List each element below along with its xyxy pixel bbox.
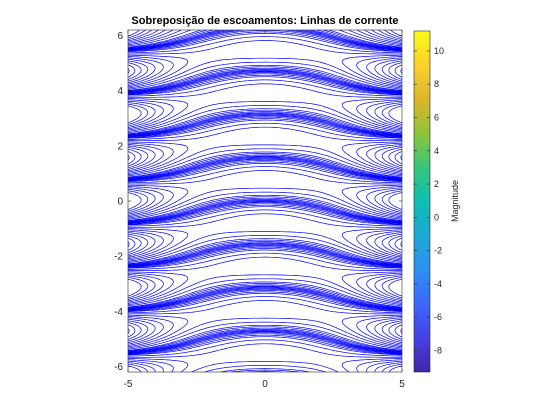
contour-line <box>128 36 402 350</box>
y-tick-label: -6 <box>114 362 123 373</box>
contour-line <box>128 64 402 338</box>
x-tick-label: 5 <box>399 379 405 390</box>
contour-line <box>128 54 402 348</box>
colorbar-tick-label: -2 <box>434 246 442 256</box>
x-tick-label: -5 <box>124 379 133 390</box>
y-tick-label: 6 <box>117 31 123 42</box>
contour-line <box>128 31 402 352</box>
contour-line <box>128 30 402 372</box>
y-tick-label: 0 <box>117 197 123 208</box>
contour-line <box>128 58 402 344</box>
contour-line <box>128 30 402 372</box>
colorbar-tick-label: -6 <box>434 312 442 322</box>
colorbar-frame <box>413 30 431 373</box>
contour-line <box>128 40 402 349</box>
colorbar-ticks: 10 8 6 4 2 0 -2 -4 -6 -8 <box>414 46 444 355</box>
y-tick-label: -2 <box>114 252 123 263</box>
colorbar-tick-label: 6 <box>434 112 439 122</box>
chart-title: Sobreposição de escoamentos: Linhas de c… <box>131 15 398 27</box>
contour-line <box>128 33 402 351</box>
y-tick-label: -4 <box>114 307 123 318</box>
colorbar-tick-label: 2 <box>434 179 439 189</box>
contour-line <box>128 57 402 345</box>
colorbar-label: Magnitude <box>450 180 460 222</box>
colorbar-tick-label: -8 <box>434 345 442 355</box>
y-axis: 6 4 2 0 -2 -4 -6 <box>114 31 402 373</box>
colorbar: 10 8 6 4 2 0 -2 -4 -6 -8 Magnitude <box>413 30 460 373</box>
y-tick-label: 4 <box>117 86 123 97</box>
colorbar-tick-label: 10 <box>434 46 444 56</box>
colorbar-tick-label: -4 <box>434 279 442 289</box>
colorbar-tick-label: 8 <box>434 79 439 89</box>
x-axis: -5 0 5 <box>124 30 405 390</box>
contour-line <box>128 30 402 372</box>
contour-line <box>128 56 402 346</box>
contour-line <box>128 30 402 354</box>
colorbar-tick-label: 4 <box>434 146 439 156</box>
y-tick-label: 2 <box>117 141 123 152</box>
colorbar-gradient <box>414 31 430 372</box>
contour-line <box>128 62 402 340</box>
contour-line <box>128 30 402 372</box>
contour-line <box>128 30 402 372</box>
contour-line <box>128 30 402 353</box>
contour-line <box>128 30 402 372</box>
colorbar-tick-label: 0 <box>434 212 439 222</box>
contour-line <box>128 30 402 372</box>
x-tick-label: 0 <box>262 379 268 390</box>
contour-line <box>128 60 402 342</box>
